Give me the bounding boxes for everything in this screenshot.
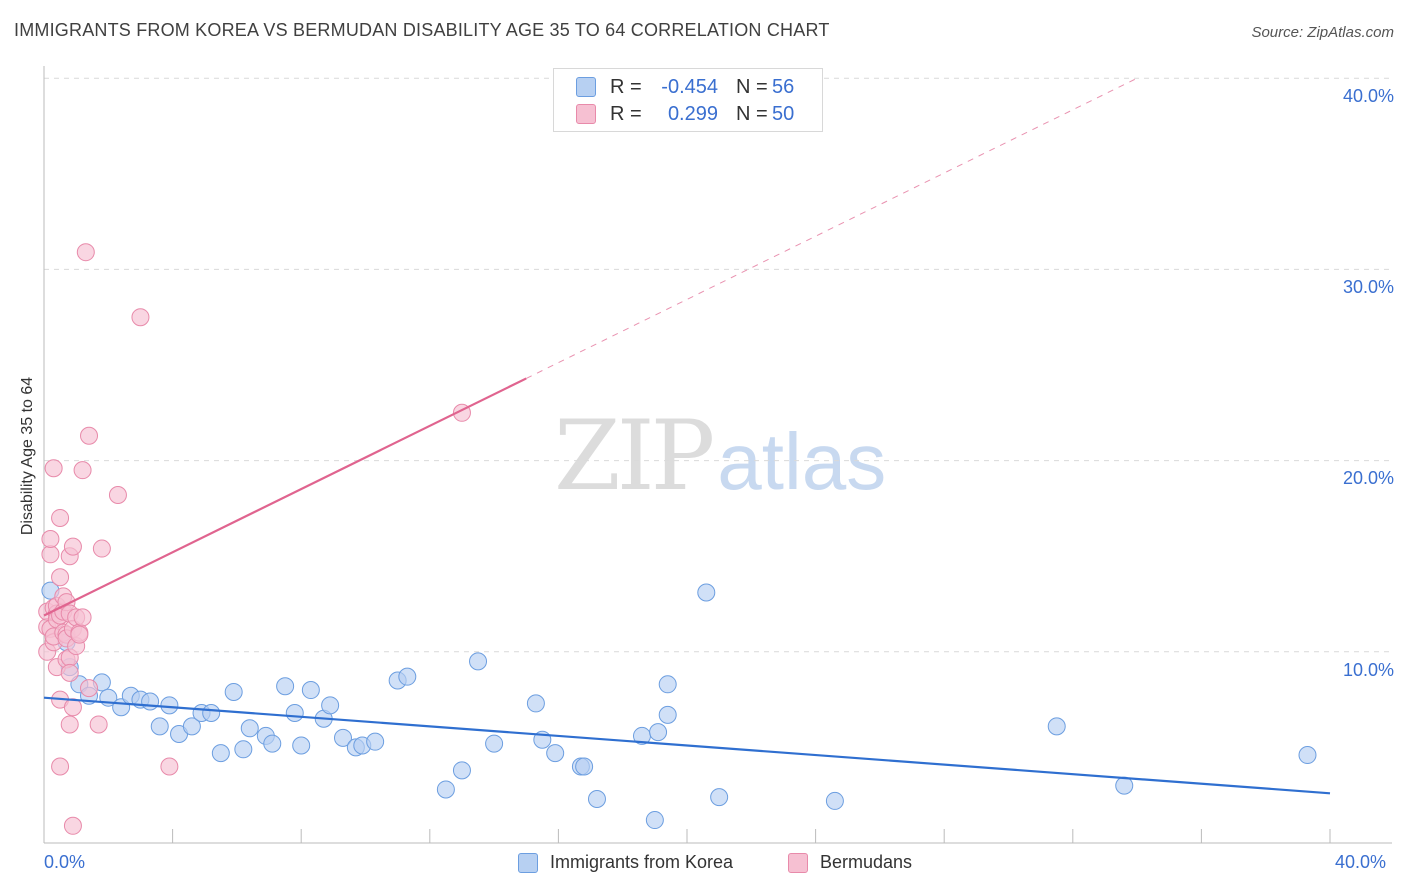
korea-point bbox=[150, 717, 169, 736]
korea-point bbox=[485, 734, 504, 753]
korea-point bbox=[285, 703, 304, 722]
legend-n-value-bermudans: 50 bbox=[772, 102, 795, 125]
bermudan-point bbox=[51, 757, 70, 776]
bermudan-point bbox=[73, 608, 92, 627]
bottom-legend-korea: Immigrants from Korea bbox=[518, 852, 733, 873]
bermudan-point bbox=[89, 715, 108, 734]
y-tick-label-40: 40.0% bbox=[1342, 86, 1394, 106]
x-tick-label-min: 0.0% bbox=[44, 852, 86, 872]
korea-point bbox=[321, 696, 340, 715]
bermudan-point bbox=[80, 426, 99, 445]
bermudan-point bbox=[63, 537, 82, 556]
legend-swatch-korea bbox=[576, 77, 596, 97]
bermudan-point bbox=[60, 715, 79, 734]
legend-row-bermudans: R = 0.299 N = 50 bbox=[576, 102, 794, 126]
korea-point bbox=[182, 717, 201, 736]
y-tick-label-30: 30.0% bbox=[1342, 277, 1394, 297]
korea-point bbox=[658, 675, 677, 694]
korea-point bbox=[333, 728, 352, 747]
korea-point bbox=[645, 811, 664, 830]
correlation-legend: R = -0.454 N = 56 R = 0.299 N = 50 bbox=[553, 68, 823, 132]
bermudan-point bbox=[80, 679, 99, 698]
korea-point bbox=[436, 780, 455, 799]
legend-r-value-korea: -0.454 bbox=[661, 75, 718, 98]
bermudan-point bbox=[44, 459, 63, 478]
y-tick-label-10: 10.0% bbox=[1342, 660, 1394, 680]
korea-trend-line bbox=[43, 696, 1331, 795]
watermark-atlas: atlas bbox=[717, 417, 887, 506]
korea-point bbox=[710, 788, 729, 807]
bermudan-trend-line bbox=[43, 377, 527, 617]
legend-r-label: R = bbox=[610, 75, 642, 98]
legend-swatch-bermudans bbox=[576, 104, 596, 124]
korea-point bbox=[1115, 776, 1134, 795]
bottom-legend-swatch-bermudans bbox=[788, 852, 808, 873]
korea-point bbox=[452, 761, 471, 780]
watermark-zip: ZIP bbox=[554, 400, 715, 512]
korea-point bbox=[526, 694, 545, 713]
bottom-legend-bermudans: Bermudans bbox=[788, 852, 912, 873]
bermudan-trend-line-extrapolated bbox=[526, 77, 1138, 379]
legend-r-value-bermudans: 0.299 bbox=[667, 102, 718, 125]
korea-point bbox=[575, 757, 594, 776]
korea-point bbox=[469, 652, 488, 671]
korea-point bbox=[263, 734, 282, 753]
korea-point bbox=[825, 791, 844, 810]
korea-point bbox=[224, 682, 243, 701]
bottom-legend-label-bermudans: Bermudans bbox=[820, 852, 913, 872]
legend-n-label: N = bbox=[736, 75, 768, 98]
korea-point bbox=[202, 703, 221, 722]
bermudan-point bbox=[41, 529, 60, 548]
bermudan-point bbox=[41, 545, 60, 564]
bermudan-point bbox=[92, 539, 111, 558]
korea-point bbox=[301, 681, 320, 700]
korea-point bbox=[276, 677, 295, 696]
bermudan-point bbox=[108, 486, 127, 505]
korea-point bbox=[1298, 746, 1317, 765]
legend-row-korea: R = -0.454 N = 56 bbox=[576, 75, 794, 99]
legend-r-label: R = bbox=[610, 102, 642, 125]
chart-title: IMMIGRANTS FROM KOREA VS BERMUDAN DISABI… bbox=[14, 20, 830, 40]
korea-point bbox=[141, 692, 160, 711]
korea-point bbox=[211, 744, 230, 763]
source-credit: Source: ZipAtlas.com bbox=[1251, 24, 1394, 41]
legend-n-value-korea: 56 bbox=[772, 75, 795, 98]
bermudan-point bbox=[160, 757, 179, 776]
legend-n-label: N = bbox=[736, 102, 768, 125]
korea-point bbox=[234, 740, 253, 759]
bermudan-point bbox=[51, 568, 70, 587]
bermudan-point bbox=[63, 816, 82, 835]
bermudan-point bbox=[73, 461, 92, 480]
bottom-legend-swatch-korea bbox=[518, 852, 538, 873]
bermudan-point bbox=[131, 308, 150, 327]
y-tick-label-20: 20.0% bbox=[1342, 468, 1394, 488]
bermudan-point bbox=[70, 625, 89, 644]
x-tick-label-max: 40.0% bbox=[1335, 852, 1387, 872]
korea-point bbox=[697, 583, 716, 602]
bermudan-point bbox=[76, 243, 95, 262]
korea-point bbox=[658, 705, 677, 724]
bermudan-point bbox=[60, 663, 79, 682]
bermudan-point bbox=[51, 508, 70, 527]
korea-point bbox=[546, 744, 565, 763]
korea-point bbox=[292, 736, 311, 755]
korea-point bbox=[366, 732, 385, 751]
bottom-legend-label-korea: Immigrants from Korea bbox=[550, 852, 734, 872]
korea-point bbox=[649, 723, 668, 742]
watermark: ZIPatlas bbox=[554, 400, 886, 512]
korea-point bbox=[398, 667, 417, 686]
korea-point bbox=[587, 790, 606, 809]
korea-point bbox=[240, 719, 259, 738]
korea-point bbox=[160, 696, 179, 715]
korea-point bbox=[1047, 717, 1066, 736]
